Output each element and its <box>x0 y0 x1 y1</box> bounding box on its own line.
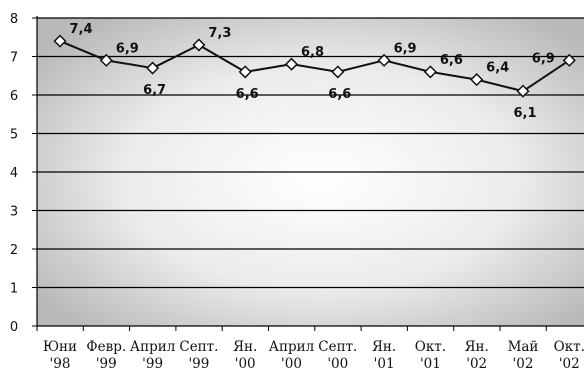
data-label: 6,7 <box>143 83 166 98</box>
data-point-marker <box>192 38 206 52</box>
data-label: 6,9 <box>394 41 417 56</box>
data-point-marker <box>562 53 576 67</box>
y-tick-label: 7 <box>10 51 18 66</box>
x-tick-label: Април '00 <box>269 339 315 372</box>
data-label: 6,6 <box>236 87 259 102</box>
x-tick-label: Април '99 <box>130 339 176 372</box>
data-point-marker <box>99 53 113 67</box>
x-tick-label: Май '02 <box>508 339 539 372</box>
y-tick-label: 3 <box>10 205 18 220</box>
x-tick-label: Окт. '02 <box>554 339 584 372</box>
y-tick-label: 6 <box>10 89 18 104</box>
data-point-marker <box>470 73 484 87</box>
data-point-marker <box>238 65 252 79</box>
y-tick-label: 1 <box>10 282 18 297</box>
data-label: 6,6 <box>328 87 351 102</box>
data-point-marker <box>53 34 67 48</box>
data-label: 7,3 <box>208 26 231 41</box>
gridlines <box>37 17 584 289</box>
axes <box>32 16 584 331</box>
y-tick-label: 8 <box>10 12 18 27</box>
series <box>53 34 576 98</box>
x-tick-label: Окт. '01 <box>415 339 446 372</box>
x-tick-label: Септ. '99 <box>179 339 218 372</box>
data-label: 7,4 <box>69 22 92 37</box>
data-point-marker <box>516 84 530 98</box>
y-tick-label: 0 <box>10 320 18 335</box>
data-label: 6,1 <box>513 106 536 121</box>
series-line <box>59 40 570 93</box>
x-tick-label: Септ. '00 <box>318 339 357 372</box>
x-tick-label: Февр. '99 <box>86 339 126 372</box>
data-label: 6,4 <box>486 61 509 76</box>
data-label: 6,6 <box>440 53 463 68</box>
x-tick-label: Ян. '01 <box>372 339 396 372</box>
x-tick-label: Ян. '02 <box>465 339 489 372</box>
y-tick-label: 5 <box>10 128 18 143</box>
x-tick-label: Ян. '00 <box>233 339 257 372</box>
data-point-marker <box>331 65 345 79</box>
data-label: 6,9 <box>532 51 555 66</box>
y-tick-label: 2 <box>10 243 18 258</box>
y-tick-labels: 0 1 2 3 4 5 6 7 8 <box>10 12 18 335</box>
data-label: 6,9 <box>116 41 139 56</box>
data-point-marker <box>377 53 391 67</box>
data-point-marker <box>423 65 437 79</box>
y-tick-label: 4 <box>10 166 18 181</box>
data-point-marker <box>284 57 299 71</box>
data-point-marker <box>146 61 160 75</box>
data-labels: 7,4 6,9 6,7 7,3 6,6 6,8 6,6 6,9 6,6 6,4 6,1 6,9 <box>69 22 554 121</box>
data-label: 6,8 <box>301 45 324 60</box>
x-tick-label: Юни '98 <box>43 339 77 372</box>
